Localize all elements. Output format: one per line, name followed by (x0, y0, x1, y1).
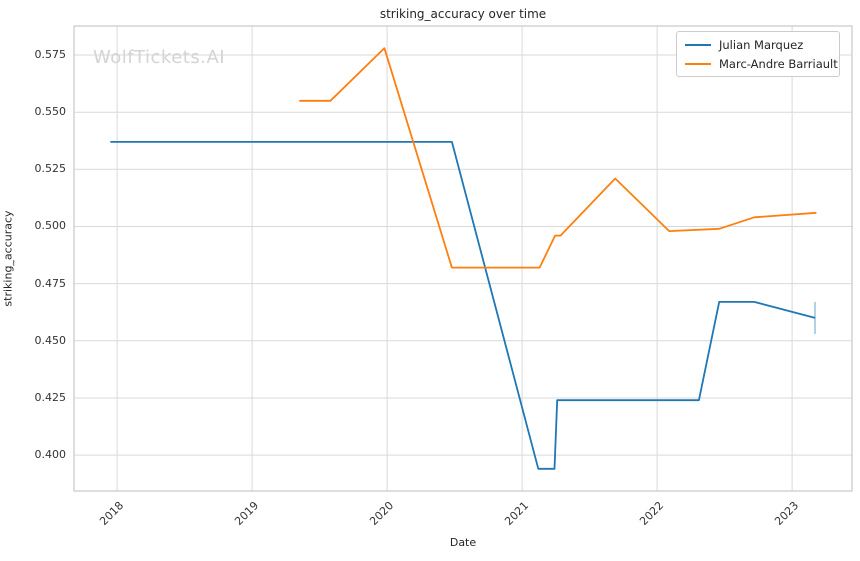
plot-frame (73, 25, 853, 492)
y-tick-label: 0.425 (34, 390, 67, 404)
y-tick-label: 0.500 (34, 219, 67, 233)
watermark: WolfTickets.AI (93, 47, 226, 68)
legend-label: Julian Marquez (719, 37, 804, 52)
y-tick-label: 0.475 (34, 276, 67, 290)
y-tick-label: 0.525 (34, 162, 67, 176)
legend: Julian Marquez Marc-Andre Barriault (676, 31, 840, 77)
legend-label: Marc-Andre Barriault (719, 56, 838, 71)
legend-item-marc-andre-barriault: Marc-Andre Barriault (685, 56, 838, 71)
x-axis-label: Date (449, 536, 477, 549)
legend-item-julian-marquez: Julian Marquez (685, 37, 831, 52)
y-tick-label: 0.400 (34, 448, 67, 462)
series-line (299, 47, 817, 269)
y-tick-label: 0.450 (34, 333, 67, 347)
legend-line-swatch-orange (685, 62, 711, 65)
y-tick-label: 0.550 (34, 105, 67, 119)
chart-title: striking_accuracy over time (379, 7, 547, 21)
series-line (110, 140, 816, 470)
y-tick-label: 0.575 (34, 48, 67, 62)
legend-line-swatch-blue (685, 43, 711, 46)
